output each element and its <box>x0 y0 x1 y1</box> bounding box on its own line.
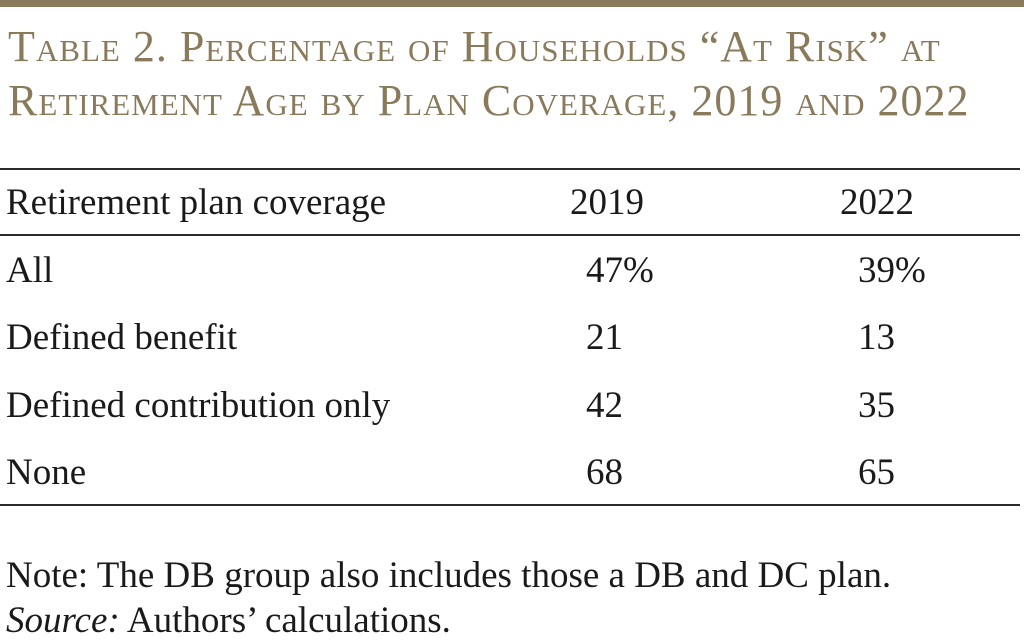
top-accent-rule <box>0 0 1024 7</box>
row-label: Defined benefit <box>6 317 238 358</box>
value-2022: 35 <box>858 385 895 426</box>
row-label: Defined contribution only <box>6 385 391 426</box>
value-2022: 13 <box>858 317 895 358</box>
header-2019: 2019 <box>570 182 644 223</box>
row-label: None <box>6 452 87 493</box>
table-note: Note: The DB group also includes those a… <box>6 555 892 596</box>
value-2019: 47% <box>586 250 654 291</box>
header-plan-coverage: Retirement plan coverage <box>6 182 387 223</box>
row-label: All <box>6 250 54 291</box>
header-2022: 2022 <box>840 182 914 223</box>
source-text: Authors’ calculations. <box>119 600 451 640</box>
header-rule <box>0 234 1020 236</box>
table-title: Table 2. Percentage of Households “At Ri… <box>8 20 1008 128</box>
value-2019: 42 <box>586 385 623 426</box>
table-source: Source: Authors’ calculations. <box>6 598 451 640</box>
value-2019: 21 <box>586 317 623 358</box>
value-2019: 68 <box>586 452 623 493</box>
source-label: Source: <box>6 600 120 640</box>
table-bottom-rule <box>0 504 1020 506</box>
value-2022: 39% <box>858 250 926 291</box>
value-2022: 65 <box>858 452 895 493</box>
table-title-line-2: Retirement Age by Plan Coverage, 2019 an… <box>8 76 970 125</box>
table-top-rule <box>0 168 1020 170</box>
table-title-line-1: Table 2. Percentage of Households “At Ri… <box>8 22 941 71</box>
